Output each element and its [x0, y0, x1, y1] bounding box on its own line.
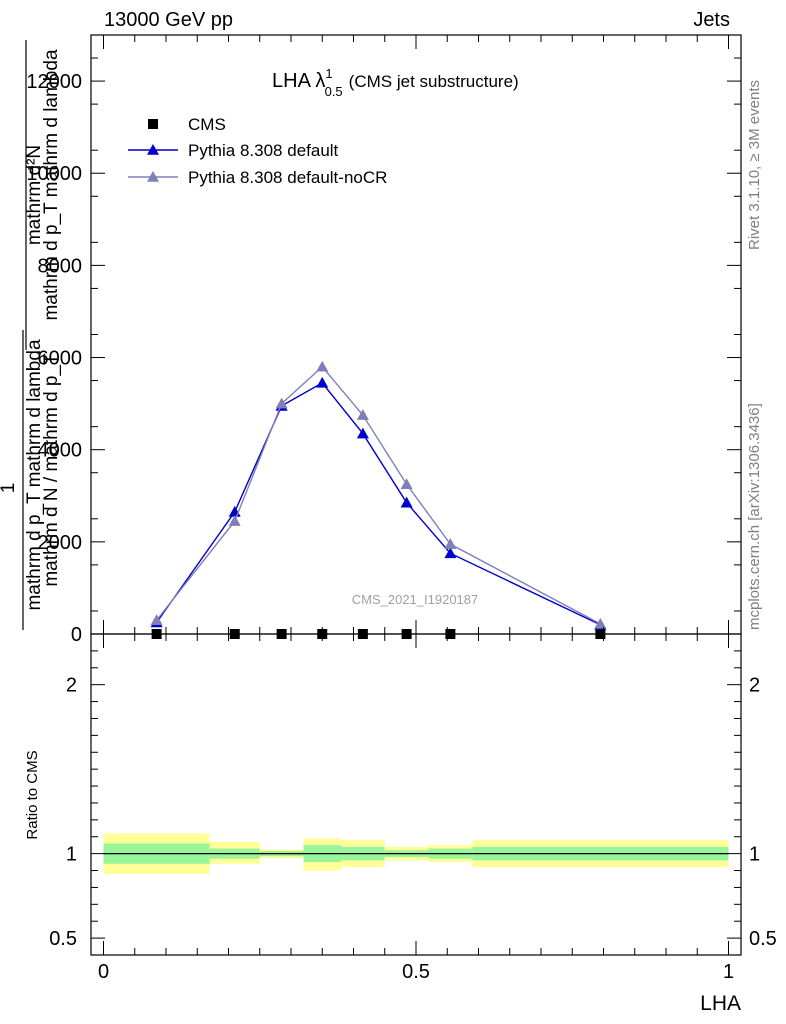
series-2-point	[316, 360, 329, 372]
main-ytick-label: 10000	[26, 163, 82, 185]
series-2-point	[275, 397, 288, 409]
ratio-ytick-label-right: 1	[749, 844, 760, 866]
series-2-point	[356, 409, 369, 420]
legend-label-0: CMS	[188, 115, 226, 134]
ratio-ytick-label-left: 1	[66, 844, 77, 866]
legend: CMS Pythia 8.308 default Pythia 8.308 defa…	[128, 115, 387, 187]
y-axis-title-part-3: mathrm d N / mathrm d p_T	[41, 353, 62, 587]
axis-ticks	[91, 35, 741, 955]
series-1-point	[444, 547, 457, 559]
mcplots-label: mcplots.cern.ch [arXiv:1306.3436]	[746, 403, 763, 630]
ratio-ytick-label-left: 2	[66, 675, 77, 697]
legend-marker-cms	[148, 119, 158, 129]
chart-title-superscript: 1	[325, 66, 332, 81]
header-right-jets: Jets	[693, 9, 730, 31]
y-axis-title-part-2: 1	[0, 483, 19, 494]
xtick-label: 0	[98, 961, 109, 983]
series-1-point	[316, 376, 329, 388]
ratio-ytick-label-left: 0.5	[49, 928, 77, 950]
ratio-frame	[90, 633, 742, 956]
series-line-1	[156, 381, 601, 626]
series-line-2	[156, 365, 601, 625]
main-ytick-label: 0	[71, 624, 82, 646]
x-axis-title: LHA	[700, 992, 741, 1015]
y-axis-title-part-1: mathrm d p_T mathrm d lambda	[41, 49, 62, 320]
series-2-point	[594, 617, 607, 629]
legend-marker-2	[147, 171, 159, 182]
chart-title: LHA λ1 0.5(CMS jet substructure)	[272, 66, 519, 99]
header-left-energy: 13000 GeV pp	[104, 9, 233, 31]
y-axis-title-part-4: mathrm d p_T mathrm d lambda	[24, 339, 45, 610]
main-ytick-label: 6000	[38, 348, 83, 370]
series-2-point	[228, 515, 241, 526]
main-ytick-label: 4000	[38, 440, 83, 462]
rivet-version-label: Rivet 3.1.10, ≥ 3M events	[746, 80, 763, 250]
y-axis-title-part-0: mathrm d²N	[24, 145, 45, 245]
series-2-point	[400, 478, 413, 490]
series-2-point	[150, 614, 163, 625]
series-1-point	[356, 427, 369, 439]
chart-title-suffix: (CMS jet substructure)	[349, 72, 519, 91]
ratio-y-axis-title: Ratio to CMS	[24, 750, 41, 839]
series-2-point	[444, 538, 457, 549]
chart-title-subscript: 0.5	[325, 84, 343, 99]
main-ytick-label: 8000	[38, 255, 83, 277]
series-1-point	[400, 496, 413, 508]
ratio-ytick-label-right: 0.5	[749, 928, 777, 950]
legend-label-2: Pythia 8.308 default-noCR	[188, 168, 387, 187]
xtick-label: 1	[723, 961, 734, 983]
legend-label-1: Pythia 8.308 default	[188, 141, 339, 160]
analysis-watermark: CMS_2021_I1920187	[352, 592, 479, 607]
ratio-ytick-label-right: 2	[749, 675, 760, 697]
xtick-label: 0.5	[402, 961, 430, 983]
legend-marker-1	[147, 144, 159, 155]
main-ytick-label: 2000	[38, 532, 83, 554]
main-ytick-label: 12000	[26, 71, 82, 93]
